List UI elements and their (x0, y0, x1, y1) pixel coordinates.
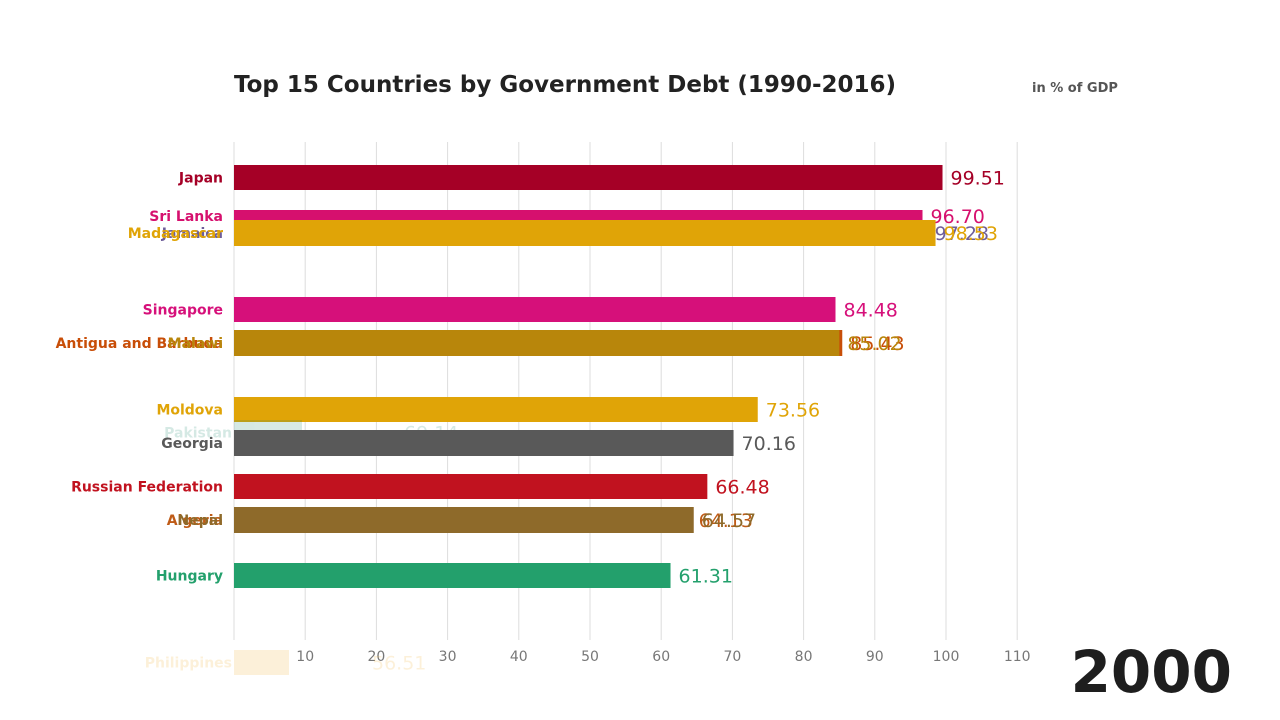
year-label: 2000 (1071, 638, 1232, 706)
bar-item: Sri Lanka 96.70 (149, 206, 985, 228)
x-tick-label: 10 (296, 649, 314, 665)
bar-value-label: 84.48 (843, 300, 897, 322)
x-tick-label: 100 (933, 649, 960, 665)
x-tick-label: 80 (795, 649, 813, 665)
bar-item: Georgia 70.16 (161, 430, 796, 456)
bar-category-label: Sri Lanka (149, 209, 223, 225)
bar (234, 430, 734, 456)
bar-item: Madagascar 98.53 (128, 220, 998, 246)
bar-category-label: Malawi (168, 336, 223, 352)
bar (234, 474, 708, 499)
bar-item: Hungary 61.31 (156, 563, 733, 588)
bar (234, 563, 671, 588)
bar-item: Malawi 85.02 (168, 330, 902, 356)
x-tick-label: 70 (723, 649, 741, 665)
bar-category-label: Algeria (167, 513, 223, 529)
bar-category-label: Nepal (178, 513, 223, 529)
bar-category-label: Jamaica (161, 226, 223, 242)
bar-category-label: Pakistan (164, 426, 232, 442)
bar-value-label: 70.16 (742, 433, 796, 455)
bar-value-label: 64.13 (699, 510, 753, 532)
bar-category-label: Georgia (161, 436, 223, 452)
bar-item: Singapore 84.48 (143, 297, 898, 322)
chart-title: Top 15 Countries by Government Debt (199… (234, 72, 896, 98)
bar-item: Nepal 64.57 (178, 507, 756, 533)
bar-category-label: Hungary (156, 569, 223, 585)
x-tick-label: 50 (581, 649, 599, 665)
x-tick-label: 40 (510, 649, 528, 665)
bar-value-label: 97.28 (935, 223, 989, 245)
bar-category-label: Singapore (143, 303, 223, 319)
bar-category-label: Japan (178, 171, 223, 187)
x-axis-ticks: 10 20 30 40 50 60 70 80 90 100 110 (296, 649, 1030, 665)
x-tick-label: 30 (439, 649, 457, 665)
bar-value-label: 85.02 (847, 333, 901, 355)
x-tick-label: 60 (652, 649, 670, 665)
x-tick-label: 110 (1004, 649, 1031, 665)
bar-item: Russian Federation 66.48 (71, 474, 770, 499)
bar-value-label: 61.31 (679, 566, 733, 588)
bar-value-label: 66.48 (715, 477, 769, 499)
bar-item: Japan 99.51 (178, 165, 1005, 190)
bar-value-label: 56.51 (372, 653, 426, 675)
bar-category-label: Moldova (156, 403, 223, 419)
bar-category-label: Philippines (145, 656, 232, 672)
bar-item: Philippines 56.51 (145, 650, 426, 675)
bar-value-label: 96.70 (931, 206, 985, 228)
bar-value-label: 73.56 (766, 400, 820, 422)
bar (234, 507, 694, 533)
bar-item: Moldova 73.56 (156, 397, 820, 422)
bar (234, 297, 836, 322)
bar-value-label: 99.51 (951, 168, 1005, 190)
bar-category-label: Madagascar (128, 226, 223, 242)
bar-value-label: 64.57 (702, 510, 756, 532)
bar (234, 330, 840, 356)
bar (234, 165, 943, 190)
bar (234, 220, 936, 246)
bar-value-label: 98.53 (944, 223, 998, 245)
chart-subtitle: in % of GDP (1032, 81, 1118, 96)
bar-category-label: Russian Federation (71, 480, 223, 496)
x-tick-label: 20 (367, 649, 385, 665)
bar (234, 397, 758, 422)
bar (234, 650, 289, 675)
x-tick-label: 90 (866, 649, 884, 665)
bar (234, 210, 923, 222)
bar-value-label: 85.43 (850, 333, 904, 355)
bar-category-label: Antigua and Barbuda (56, 336, 223, 352)
